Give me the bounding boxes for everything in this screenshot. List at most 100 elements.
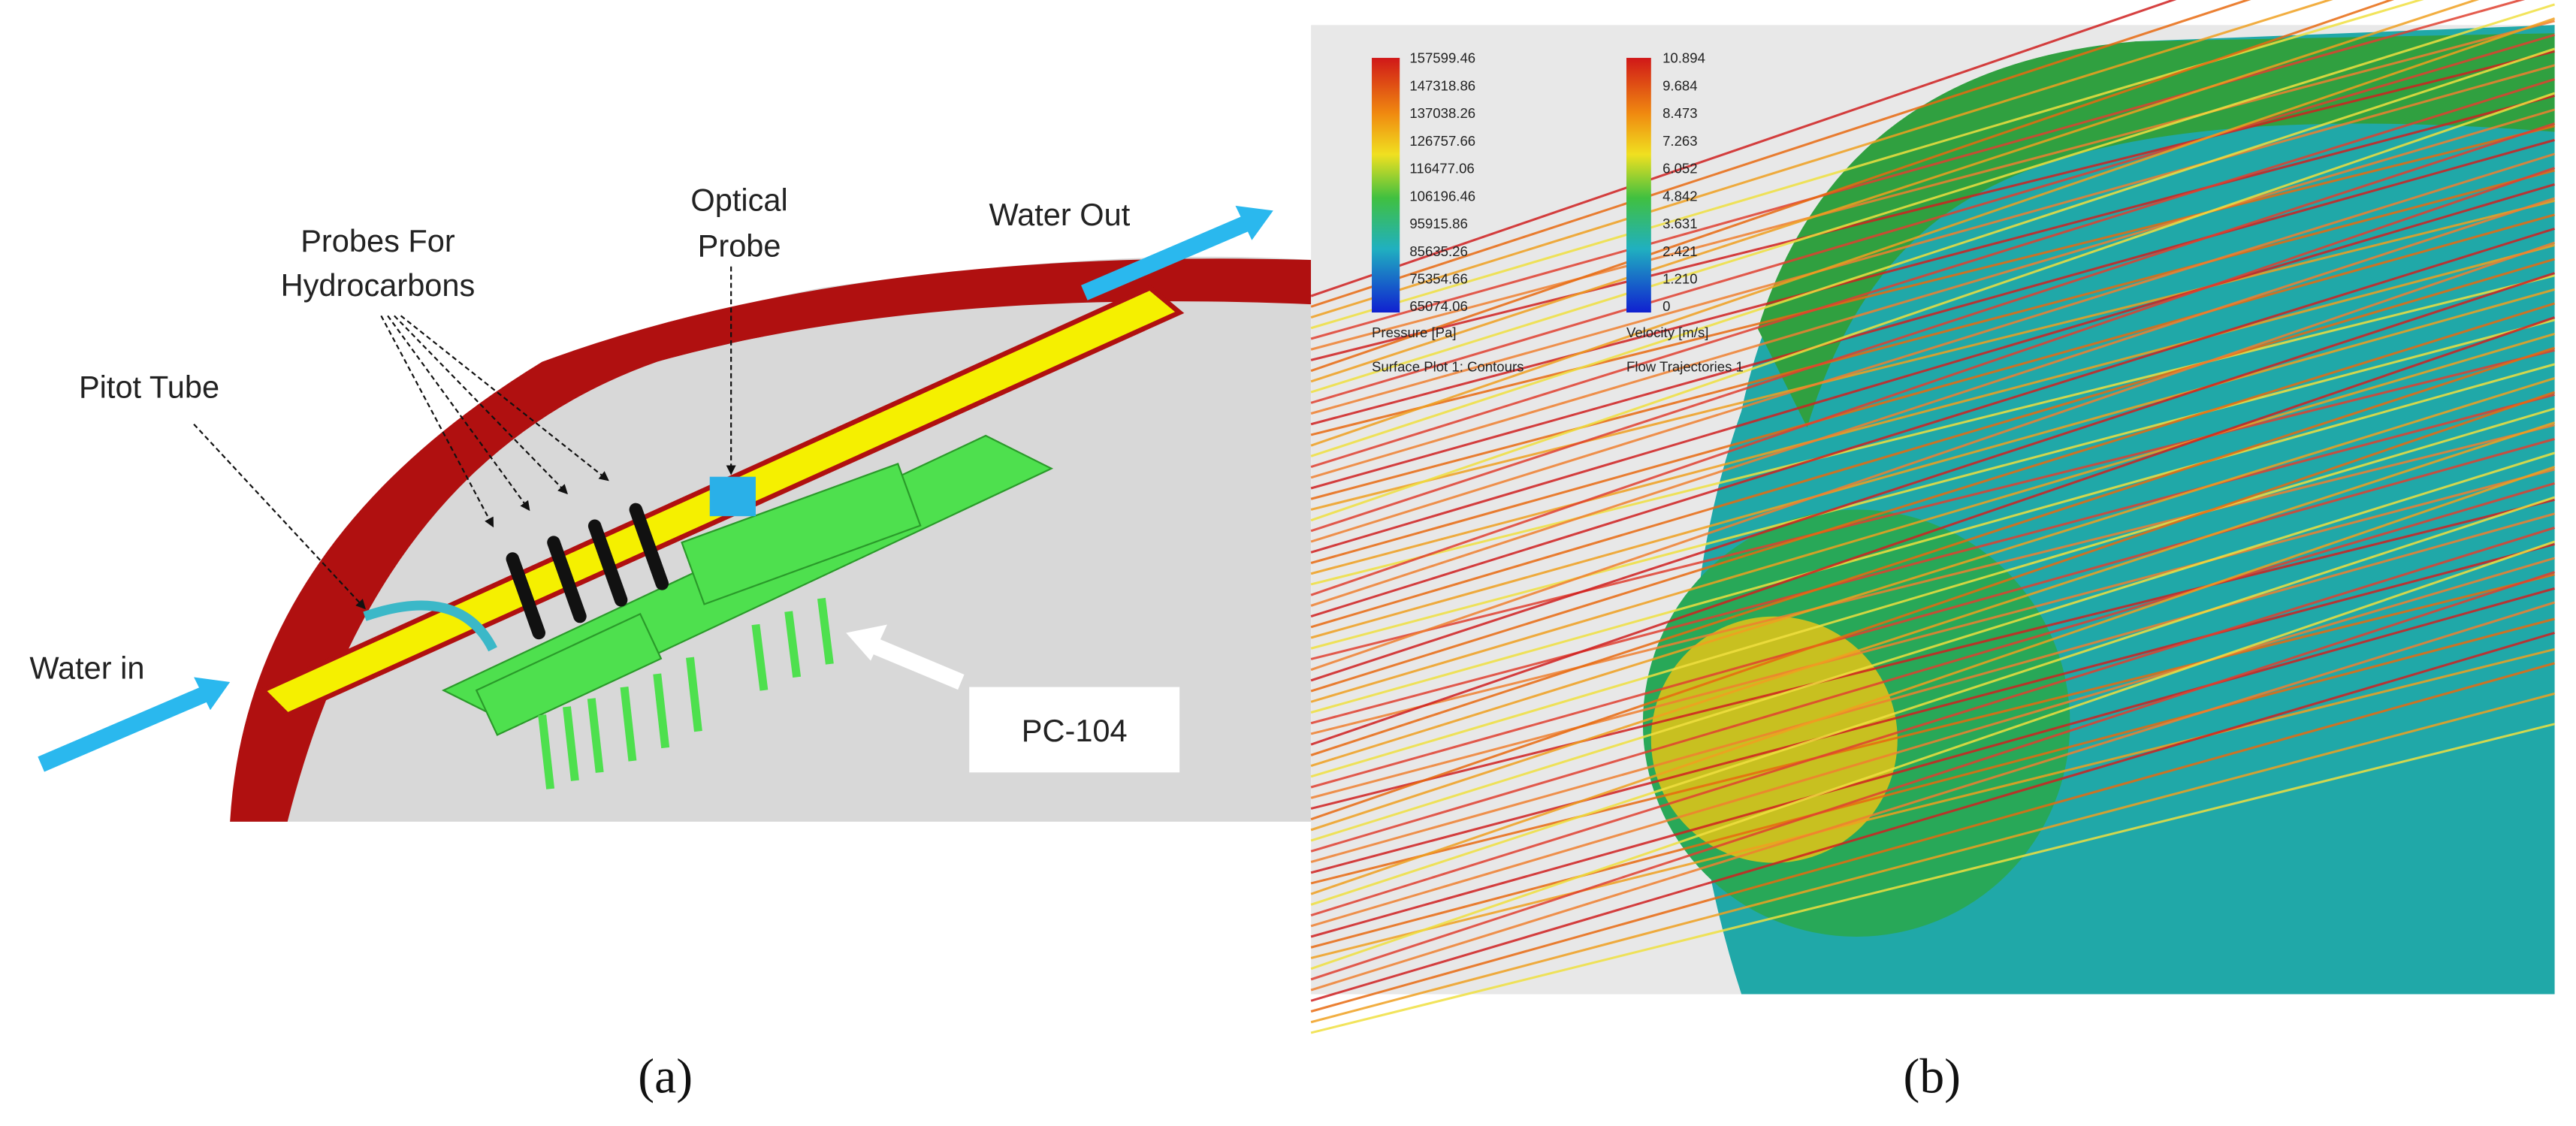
panel-b: Pressure [Pa] Surface Plot 1: Contours V… (1310, 0, 2556, 1104)
legend-caption: Surface Plot 1: Contours (1372, 359, 1524, 375)
legend-value: 85635.26 (1409, 243, 1468, 259)
hull-shell (230, 258, 1312, 822)
legend-value: 0 (1662, 298, 1670, 314)
optical-probe (709, 476, 756, 517)
hydrocarbon-probes (506, 503, 669, 640)
streamline (1310, 47, 2556, 457)
legend-value: 126757.66 (1409, 133, 1475, 149)
streamlines (1310, 0, 2556, 1034)
callout: Optical (690, 182, 787, 217)
streamline (1310, 243, 2555, 575)
streamline (1310, 512, 2555, 863)
legend-value: 7.263 (1662, 133, 1698, 149)
streamline (1310, 0, 2251, 308)
streamline (1310, 197, 2556, 607)
legend-title: Pressure [Pa] (1372, 325, 1457, 340)
streamline (1310, 122, 2556, 533)
streamline (1310, 78, 2556, 469)
streamline (1310, 241, 2556, 672)
streamline (1310, 167, 2556, 596)
callout: Probes For (300, 223, 455, 258)
legend-value: 137038.26 (1409, 105, 1475, 121)
streamline (1310, 617, 2555, 949)
pressure-colorbar (1372, 58, 1400, 313)
streamline (1310, 272, 2556, 682)
legend-value: 10.894 (1662, 50, 1705, 66)
streamline (1310, 466, 2556, 895)
pc104-box (969, 687, 1180, 773)
callout: Hydrocarbons (281, 267, 476, 303)
streamline (1310, 377, 2556, 768)
streamline (1310, 183, 2556, 554)
streamline (1310, 332, 2556, 703)
water-out-arrow (1081, 216, 1249, 300)
legend-value: 116477.06 (1409, 161, 1474, 177)
legend-value: 4.842 (1662, 188, 1698, 204)
streamline (1310, 33, 2556, 404)
arrowhead (846, 624, 887, 661)
legend-value: 8.473 (1662, 105, 1698, 121)
streamline (1310, 50, 2555, 361)
streamline (1310, 631, 2556, 1002)
legend-title: Velocity [m/s] (1626, 325, 1708, 340)
velocity-colorbar (1626, 58, 1651, 313)
streamline (1310, 316, 2556, 746)
legend-value: 106196.46 (1409, 188, 1475, 204)
streamline (1310, 573, 2555, 885)
streamline (1310, 527, 2556, 917)
streamline (1310, 424, 2555, 735)
legend-value: 6.052 (1662, 161, 1698, 177)
streamline (1310, 407, 2556, 778)
streamline (1310, 468, 2555, 799)
streamline (1310, 451, 2556, 842)
streamline (1310, 393, 2555, 725)
streamline (1310, 0, 2333, 319)
streamline (1310, 662, 2555, 1013)
pitot-tube (363, 600, 497, 652)
streamline (1310, 318, 2555, 650)
pc104-arrow (867, 636, 965, 690)
streamline (1310, 288, 2555, 639)
streamline (1310, 0, 2480, 383)
streamline (1310, 302, 2556, 693)
streamline (1310, 421, 2556, 832)
streamline (1310, 258, 2556, 629)
streamline (1310, 481, 2556, 853)
hull-window (706, 331, 887, 395)
streamline (1310, 20, 2555, 351)
streamline (1310, 0, 2177, 297)
streamline (1310, 3, 2556, 394)
streamline (1310, 571, 2556, 981)
panel-caption: (a) (638, 1050, 693, 1104)
streamline (1310, 601, 2556, 992)
legend-value: 157599.46 (1409, 50, 1475, 66)
streamline (1310, 17, 2556, 447)
streamline (1310, 274, 2555, 586)
legend-value: 3.631 (1662, 216, 1698, 231)
arrowhead (194, 677, 231, 711)
callout: Water in (29, 651, 144, 686)
streamline (1310, 648, 2555, 959)
leader-lines (193, 266, 736, 610)
pc104-boards (441, 434, 1054, 736)
arrowhead (1235, 205, 1273, 240)
streamline (1310, 213, 2555, 564)
streamline (1310, 692, 2555, 1024)
streamline (1310, 542, 2555, 874)
streamline (1310, 92, 2556, 522)
streamline (1310, 496, 2556, 906)
legend-value: 9.684 (1662, 77, 1698, 93)
streamline (1310, 587, 2555, 938)
streamline (1310, 94, 2555, 426)
streamline (1310, 363, 2555, 714)
legend-value: 1.210 (1662, 271, 1698, 287)
streamline (1310, 169, 2555, 500)
streamline (1310, 391, 2556, 821)
callout: Probe (698, 228, 781, 264)
legend-value: 147318.86 (1409, 77, 1475, 93)
streamline (1310, 0, 2526, 340)
streamline (1310, 540, 2556, 971)
streamline (1310, 498, 2555, 810)
streamline (1310, 199, 2555, 511)
